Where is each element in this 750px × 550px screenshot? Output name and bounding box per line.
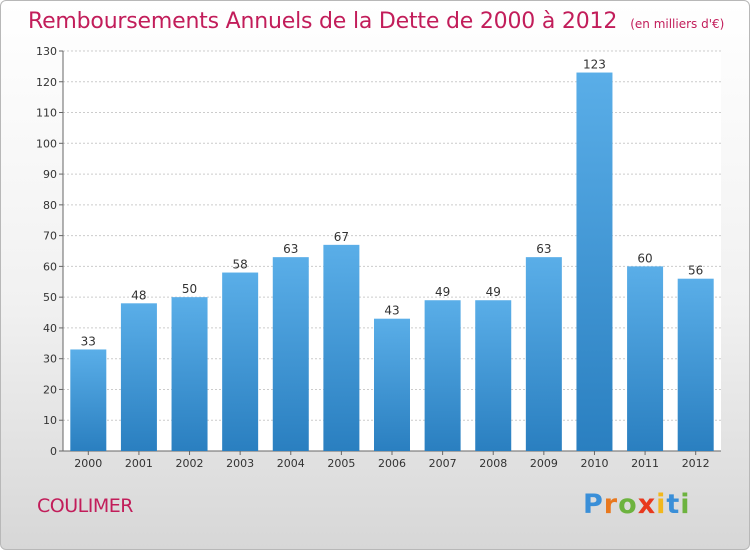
logo-letter: i [680, 489, 691, 520]
data-label-2003: 58 [233, 258, 248, 272]
data-label-2004: 63 [283, 242, 298, 256]
x-tick-label-2007: 2007 [429, 457, 457, 470]
chart-title: Remboursements Annuels de la Dette de 20… [28, 9, 618, 34]
x-tick-label-2002: 2002 [176, 457, 204, 470]
x-tick-label-2006: 2006 [378, 457, 406, 470]
y-tick-label: 110 [36, 107, 57, 120]
data-label-2012: 56 [688, 264, 703, 278]
y-tick-label: 60 [43, 260, 57, 273]
x-tick-label-2008: 2008 [479, 457, 507, 470]
bar-2002 [171, 297, 208, 451]
y-tick-label: 0 [50, 445, 57, 458]
commune-name: COULIMER [37, 495, 133, 517]
bar-2006 [374, 318, 410, 451]
bar-2004 [272, 257, 309, 451]
data-label-2001: 48 [131, 288, 146, 302]
y-tick-label: 30 [43, 353, 57, 366]
y-tick-label: 80 [43, 199, 57, 212]
y-tick-label: 100 [36, 137, 57, 150]
bar-2001 [120, 303, 157, 451]
logo-letter: x [637, 489, 657, 520]
x-tick-label-2001: 2001 [125, 457, 153, 470]
logo-letter: o [618, 489, 638, 520]
bar-2008 [475, 300, 512, 451]
logo-letter: P [583, 489, 604, 520]
bar-2011 [627, 266, 664, 451]
data-label-2002: 50 [182, 282, 197, 296]
data-label-2011: 60 [637, 251, 652, 265]
bar-2012 [677, 278, 714, 451]
proxiti-logo: Proxiti [583, 489, 691, 520]
data-label-2009: 63 [536, 242, 551, 256]
x-tick-label-2012: 2012 [682, 457, 710, 470]
chart-unit-label: (en milliers d'€) [630, 17, 725, 31]
y-tick-label: 10 [43, 414, 57, 427]
y-tick-label: 50 [43, 291, 57, 304]
data-label-2005: 67 [334, 230, 349, 244]
y-tick-label: 90 [43, 168, 57, 181]
chart-title-row: Remboursements Annuels de la Dette de 20… [28, 9, 724, 34]
logo-letter: t [666, 489, 681, 520]
y-tick-label: 20 [43, 383, 57, 396]
data-label-2007: 49 [435, 285, 450, 299]
x-tick-label-2011: 2011 [631, 457, 659, 470]
logo-letter: i [656, 489, 667, 520]
y-tick-label: 130 [36, 45, 57, 58]
data-label-2008: 49 [486, 285, 501, 299]
x-tick-label-2009: 2009 [530, 457, 558, 470]
bar-2005 [323, 244, 360, 451]
x-tick-label-2000: 2000 [74, 457, 102, 470]
logo-letter: r [603, 489, 619, 520]
x-tick-label-2010: 2010 [580, 457, 608, 470]
y-tick-label: 70 [43, 230, 57, 243]
y-tick-label: 120 [36, 76, 57, 89]
data-label-2006: 43 [384, 304, 399, 318]
data-label-2010: 123 [583, 58, 606, 72]
x-tick-label-2003: 2003 [226, 457, 254, 470]
x-tick-label-2005: 2005 [327, 457, 355, 470]
bar-2007 [424, 300, 461, 451]
bar-2009 [525, 257, 562, 451]
x-tick-label-2004: 2004 [277, 457, 305, 470]
bar-2003 [222, 272, 259, 451]
y-tick-label: 40 [43, 322, 57, 335]
data-label-2000: 33 [81, 334, 96, 348]
bar-2010 [576, 72, 613, 452]
bar-2000 [70, 349, 107, 451]
